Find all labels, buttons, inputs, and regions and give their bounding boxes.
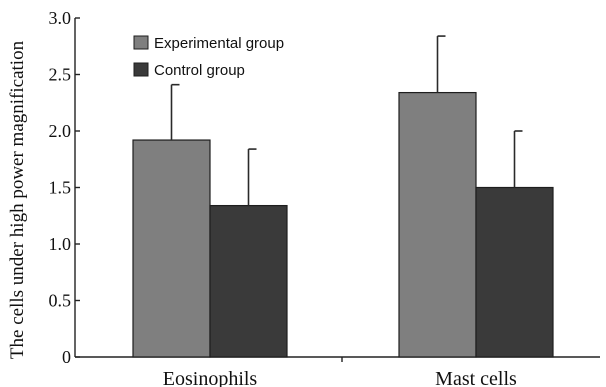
category-labels: Eosinophils Mast cells — [163, 368, 517, 387]
bar — [132, 139, 211, 358]
x-category-label: Mast cells — [435, 368, 517, 387]
error-bars — [170, 35, 523, 206]
legend-label: Control group — [154, 62, 245, 79]
y-tick-label: 0.5 — [49, 291, 72, 311]
y-axis-label: The cells under high power magnification — [7, 40, 28, 359]
y-tick-label: 2.5 — [49, 65, 72, 85]
bar — [398, 91, 477, 358]
y-tick-label: 3.0 — [49, 8, 72, 28]
bar — [475, 186, 554, 358]
legend-label: Experimental group — [154, 35, 284, 52]
y-tick-label: 1.5 — [49, 178, 72, 198]
y-ticks: 0 0.5 1.0 1.5 2.0 2.5 3.0 — [49, 8, 80, 367]
x-category-label: Eosinophils — [163, 368, 258, 387]
legend-swatch — [133, 35, 149, 50]
y-tick-label: 0 — [62, 347, 71, 367]
legend-swatch — [133, 62, 149, 77]
y-tick-label: 1.0 — [49, 234, 72, 254]
bar — [209, 204, 288, 358]
legend: Experimental group Control group — [133, 35, 284, 79]
y-tick-label: 2.0 — [49, 121, 72, 141]
bars — [132, 91, 554, 358]
